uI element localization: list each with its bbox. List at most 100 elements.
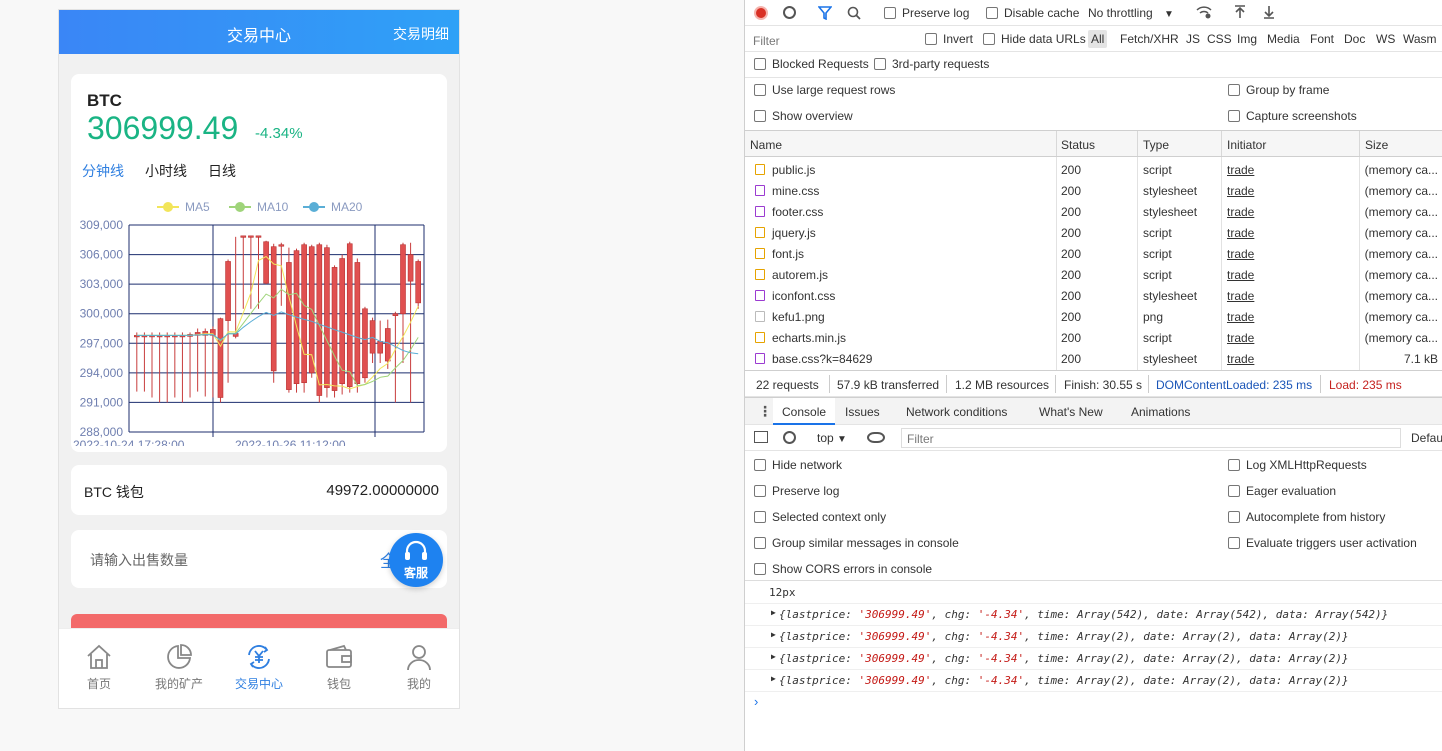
capture-screenshots-checkbox[interactable]: Capture screenshots <box>1228 109 1357 123</box>
request-initiator[interactable]: trade <box>1227 268 1255 282</box>
record-icon[interactable] <box>754 6 768 20</box>
console-setting-checkbox[interactable]: Group similar messages in console <box>754 536 959 550</box>
network-filter-input[interactable]: Filter <box>749 30 912 48</box>
request-initiator[interactable]: trade <box>1227 205 1255 219</box>
tab-console[interactable]: Console <box>773 398 836 425</box>
candle-body <box>400 244 406 315</box>
type-filter-fetch[interactable]: Fetch/XHR <box>1120 32 1179 46</box>
console-setting-checkbox[interactable]: Eager evaluation <box>1228 484 1336 498</box>
request-row[interactable]: public.js 200 script trade (memory ca... <box>745 159 1442 180</box>
request-initiator[interactable]: trade <box>1227 352 1255 366</box>
third-party-checkbox[interactable]: 3rd-party requests <box>874 57 989 71</box>
request-initiator[interactable]: trade <box>1227 247 1255 261</box>
request-row[interactable]: footer.css 200 stylesheet trade (memory ca..… <box>745 201 1442 222</box>
show-overview-checkbox[interactable]: Show overview <box>754 109 853 123</box>
console-setting-checkbox[interactable]: Selected context only <box>754 510 886 524</box>
request-row[interactable]: kefu1.png 200 png trade (memory ca... <box>745 306 1442 327</box>
request-row[interactable]: base.css?k=84629 200 stylesheet trade 7.1 kB <box>745 348 1442 369</box>
expand-arrow-icon[interactable]: ▶ <box>771 630 776 639</box>
export-har-icon[interactable] <box>1263 5 1275 19</box>
nav-profile[interactable]: 我的 <box>379 629 459 708</box>
network-conditions-icon[interactable] <box>1196 5 1212 19</box>
sidebar-toggle-icon[interactable] <box>754 431 768 443</box>
console-setting-checkbox[interactable]: Show CORS errors in console <box>754 562 932 576</box>
invert-checkbox[interactable]: Invert <box>925 32 973 46</box>
preserve-log-checkbox[interactable]: Preserve log <box>884 6 969 20</box>
trade-details-link[interactable]: 交易明细 <box>393 26 449 42</box>
console-prompt-icon[interactable]: › <box>754 694 759 709</box>
col-initiator[interactable]: Initiator <box>1227 138 1267 152</box>
request-row[interactable]: echarts.min.js 200 script trade (memory ca..… <box>745 327 1442 348</box>
large-rows-checkbox[interactable]: Use large request rows <box>754 83 895 97</box>
nav-home[interactable]: 首页 <box>59 629 139 708</box>
console-message[interactable]: ▶ {lastprice: '306999.49', chg: '-4.34', … <box>745 626 1442 648</box>
clear-console-icon[interactable] <box>783 431 796 444</box>
sell-amount-input[interactable]: 请输入出售数量 <box>90 552 188 568</box>
request-initiator[interactable]: trade <box>1227 163 1255 177</box>
import-har-icon[interactable] <box>1234 5 1246 19</box>
log-levels-select[interactable]: Defau <box>1411 431 1442 445</box>
request-initiator[interactable]: trade <box>1227 184 1255 198</box>
col-size[interactable]: Size <box>1365 138 1389 152</box>
type-filter-img[interactable]: Img <box>1237 32 1258 46</box>
console-message[interactable]: 12px <box>745 582 1442 604</box>
customer-service-button[interactable]: 客服 <box>389 533 443 587</box>
request-initiator[interactable]: trade <box>1227 226 1255 240</box>
console-setting-checkbox[interactable]: Log XMLHttpRequests <box>1228 458 1367 472</box>
type-filter-js[interactable]: JS <box>1186 32 1201 46</box>
request-row[interactable]: font.js 200 script trade (memory ca... <box>745 243 1442 264</box>
group-by-frame-checkbox[interactable]: Group by frame <box>1228 83 1329 97</box>
tab-network-conditions[interactable]: Network conditions <box>906 405 1008 419</box>
console-filter-input[interactable]: Filter <box>901 428 1401 448</box>
type-filter-ws[interactable]: WS <box>1376 32 1396 46</box>
nav-trade[interactable]: 交易中心 <box>219 629 299 708</box>
tab-issues[interactable]: Issues <box>845 405 880 419</box>
kline-chart[interactable]: MA5 MA10 MA20 309,000 306,000 303,000 300,000 2… <box>71 196 447 446</box>
tab-animations[interactable]: Animations <box>1131 405 1191 419</box>
type-filter-wasm[interactable]: Wasm <box>1403 32 1437 46</box>
disable-cache-checkbox[interactable]: Disable cache <box>986 6 1079 20</box>
nav-profile-label: 我的 <box>406 677 431 691</box>
drawer-menu-icon[interactable]: ⋮ <box>758 403 772 419</box>
col-name[interactable]: Name <box>750 138 783 152</box>
tab-hour[interactable]: 小时线 <box>145 163 187 179</box>
nav-mining[interactable]: 我的矿产 <box>139 629 219 708</box>
tab-minute[interactable]: 分钟线 <box>82 163 124 179</box>
blocked-requests-checkbox[interactable]: Blocked Requests <box>754 57 869 71</box>
nav-wallet[interactable]: 钱包 <box>299 629 379 708</box>
search-icon[interactable] <box>847 6 861 20</box>
expand-arrow-icon[interactable]: ▶ <box>771 608 776 617</box>
console-setting-checkbox[interactable]: Evaluate triggers user activation <box>1228 536 1417 550</box>
request-row[interactable]: iconfont.css 200 stylesheet trade (memory ca… <box>745 285 1442 306</box>
type-filter-css[interactable]: CSS <box>1207 32 1232 46</box>
request-initiator[interactable]: trade <box>1227 331 1255 345</box>
console-message[interactable]: ▶ {lastprice: '306999.49', chg: '-4.34', … <box>745 670 1442 692</box>
clear-icon[interactable] <box>783 6 796 19</box>
request-initiator[interactable]: trade <box>1227 289 1255 303</box>
hide-data-urls-checkbox[interactable]: Hide data URLs <box>983 32 1086 46</box>
throttling-select[interactable]: No throttling ▼ <box>1088 6 1174 20</box>
console-message[interactable]: ▶ {lastprice: '306999.49', chg: '-4.34', … <box>745 604 1442 626</box>
type-filter-media[interactable]: Media <box>1267 32 1300 46</box>
col-status[interactable]: Status <box>1061 138 1096 152</box>
col-type[interactable]: Type <box>1143 138 1170 152</box>
type-filter-doc[interactable]: Doc <box>1344 32 1366 46</box>
request-initiator[interactable]: trade <box>1227 310 1255 324</box>
live-expression-eye-icon[interactable] <box>867 432 885 443</box>
type-filter-font[interactable]: Font <box>1310 32 1335 46</box>
context-select[interactable]: top ▼ <box>817 431 847 445</box>
request-row[interactable]: mine.css 200 stylesheet trade (memory ca... <box>745 180 1442 201</box>
filter-funnel-icon[interactable] <box>818 6 832 20</box>
summary-dcl: DOMContentLoaded: 235 ms <box>1156 378 1313 392</box>
console-message[interactable]: ▶ {lastprice: '306999.49', chg: '-4.34', … <box>745 648 1442 670</box>
tab-whats-new[interactable]: What's New <box>1039 405 1103 419</box>
type-filter-all[interactable]: All <box>1088 30 1108 48</box>
expand-arrow-icon[interactable]: ▶ <box>771 652 776 661</box>
console-setting-checkbox[interactable]: Autocomplete from history <box>1228 510 1385 524</box>
tab-day[interactable]: 日线 <box>208 163 236 179</box>
expand-arrow-icon[interactable]: ▶ <box>771 674 776 683</box>
console-setting-checkbox[interactable]: Hide network <box>754 458 842 472</box>
console-setting-checkbox[interactable]: Preserve log <box>754 484 839 498</box>
request-row[interactable]: autorem.js 200 script trade (memory ca... <box>745 264 1442 285</box>
request-row[interactable]: jquery.js 200 script trade (memory ca... <box>745 222 1442 243</box>
